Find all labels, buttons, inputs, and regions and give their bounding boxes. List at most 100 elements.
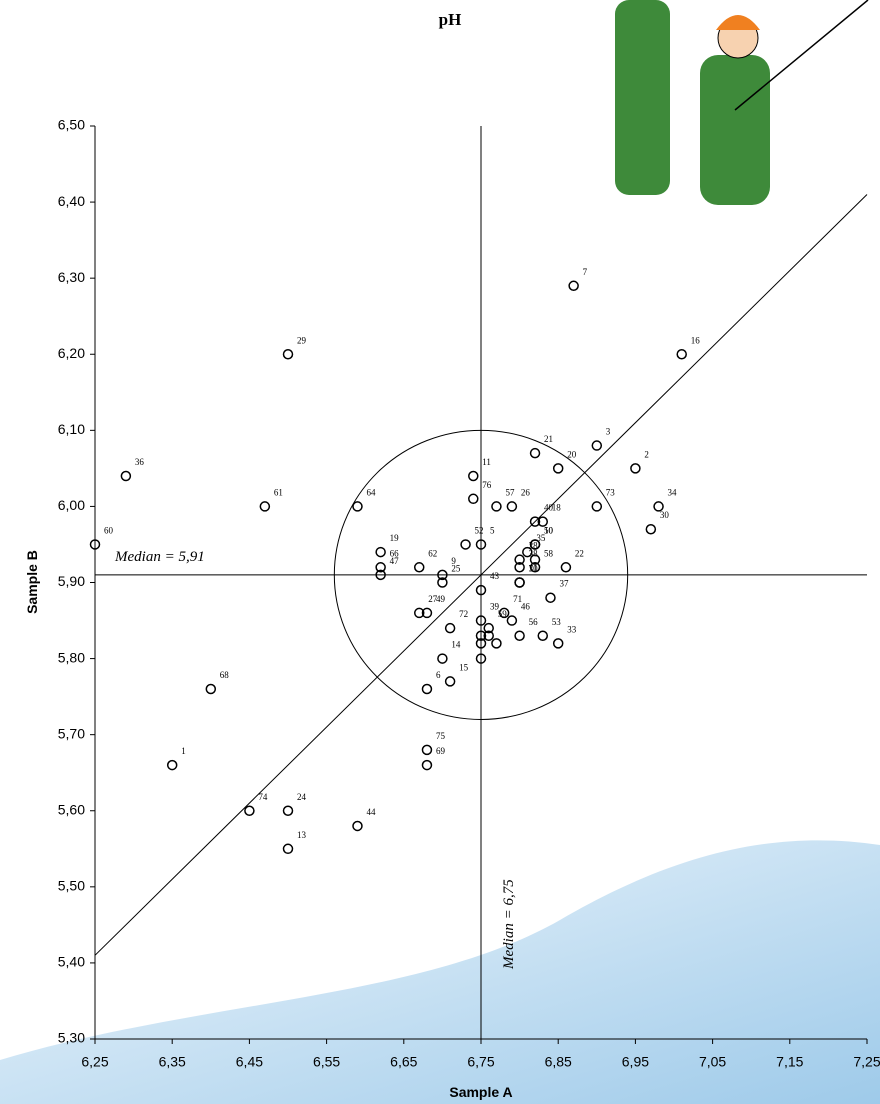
point [592, 441, 601, 450]
point [507, 502, 516, 511]
point-label: 30 [660, 510, 670, 520]
point-label: 58 [544, 548, 554, 558]
point [515, 578, 524, 587]
y-tick-label: 5,70 [58, 725, 85, 741]
point-label: 21 [544, 434, 553, 444]
point-label: 18 [552, 503, 562, 513]
point-label: 57 [505, 487, 515, 497]
point-label: 22 [575, 548, 584, 558]
point [422, 685, 431, 694]
point-label: 2 [644, 449, 649, 459]
x-tick-label: 7,05 [699, 1054, 726, 1070]
point [561, 563, 570, 572]
point-label: 25 [451, 564, 461, 574]
point [507, 616, 516, 625]
point-label: 72 [459, 609, 468, 619]
point [353, 502, 362, 511]
point [168, 761, 177, 770]
point [492, 502, 501, 511]
point [284, 844, 293, 853]
y-tick-label: 5,40 [58, 954, 85, 970]
point [531, 449, 540, 458]
point-label: 16 [691, 335, 701, 345]
point-label: 13 [297, 830, 307, 840]
point-label: 75 [436, 731, 446, 741]
y-tick-label: 6,40 [58, 193, 85, 209]
point-label: 60 [104, 525, 114, 535]
point [592, 502, 601, 511]
point-label: 71 [513, 594, 522, 604]
y-tick-label: 5,90 [58, 573, 85, 589]
point-label: 5 [490, 525, 495, 535]
point [469, 494, 478, 503]
point-label: 11 [482, 457, 491, 467]
point-label: 46 [521, 602, 531, 612]
x-tick-label: 6,75 [467, 1054, 494, 1070]
point-label: 19 [390, 533, 400, 543]
point-label: 70 [529, 564, 539, 574]
point-label: 15 [459, 662, 469, 672]
x-tick-label: 7,25 [853, 1054, 880, 1070]
x-median-label: Median = 6,75 [501, 879, 517, 970]
point-label: 66 [390, 548, 400, 558]
point-label: 37 [559, 579, 569, 589]
illustration [615, 0, 868, 205]
point-label: 68 [220, 670, 230, 680]
y-tick-label: 5,80 [58, 649, 85, 665]
point [554, 639, 563, 648]
y-axis-label: Sample B [24, 550, 40, 614]
point-label: 34 [668, 487, 678, 497]
point-label: 38 [529, 548, 539, 558]
point-label: 49 [436, 594, 446, 604]
point [469, 471, 478, 480]
point-label: 64 [366, 487, 376, 497]
point [376, 548, 385, 557]
y-tick-label: 5,50 [58, 878, 85, 894]
y-tick-label: 6,10 [58, 421, 85, 437]
point [546, 593, 555, 602]
point [245, 806, 254, 815]
y-tick-label: 6,50 [58, 117, 85, 133]
point-label: 50 [544, 525, 554, 535]
y-tick-label: 6,00 [58, 497, 85, 513]
point [515, 631, 524, 640]
point [422, 745, 431, 754]
point-label: 26 [521, 487, 531, 497]
point-label: 43 [490, 571, 500, 581]
point [422, 761, 431, 770]
point [646, 525, 655, 534]
chart: pH Sample A Sample B 5,305,405,505,605,7… [0, 0, 880, 1104]
point-label: 36 [135, 457, 145, 467]
point-label: 74 [258, 792, 268, 802]
point-label: 53 [552, 617, 562, 627]
point-label: 61 [274, 487, 283, 497]
point-label: 24 [297, 792, 307, 802]
point [538, 631, 547, 640]
y-tick-label: 6,20 [58, 345, 85, 361]
x-tick-label: 6,25 [81, 1054, 108, 1070]
point [554, 464, 563, 473]
x-tick-label: 6,65 [390, 1054, 417, 1070]
y-tick-label: 5,60 [58, 801, 85, 817]
point-label: 62 [428, 548, 437, 558]
chart-title: pH [439, 10, 462, 29]
point-label: 76 [482, 480, 492, 490]
point [654, 502, 663, 511]
point-label: 14 [451, 640, 461, 650]
point [260, 502, 269, 511]
point-label: 52 [475, 525, 484, 535]
point [353, 821, 362, 830]
x-tick-label: 6,95 [622, 1054, 649, 1070]
point [438, 654, 447, 663]
point [569, 281, 578, 290]
point [677, 350, 686, 359]
point [121, 471, 130, 480]
point [415, 563, 424, 572]
point [446, 624, 455, 633]
point-label: 33 [567, 624, 577, 634]
point-label: 20 [567, 449, 577, 459]
point-label: 69 [436, 746, 446, 756]
x-axis-label: Sample A [449, 1084, 512, 1100]
point-label: 73 [606, 487, 616, 497]
point-label: 1 [181, 746, 186, 756]
